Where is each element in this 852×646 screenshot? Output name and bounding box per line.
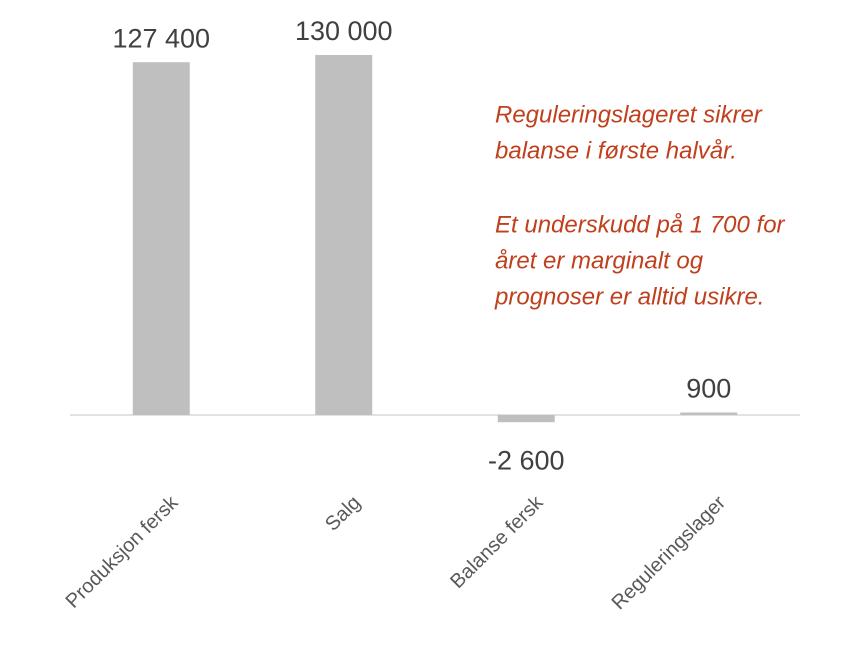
bar xyxy=(315,55,373,415)
value-label: 130 000 xyxy=(295,16,393,46)
x-tick-label: Reguleringslager xyxy=(608,491,731,614)
x-tick-label: Balanse fersk xyxy=(446,491,548,593)
annotation: prognoser er alltid usikre. xyxy=(494,283,764,310)
annotation: Reguleringslageret sikrer xyxy=(495,101,763,128)
bar xyxy=(497,415,555,423)
annotation: balanse i første halvår. xyxy=(495,137,737,164)
bar xyxy=(680,412,738,415)
bar xyxy=(132,62,190,415)
annotation: Et underskudd på 1 700 for xyxy=(495,211,786,238)
annotation: året er marginalt og xyxy=(495,247,704,274)
x-tick-label: Salg xyxy=(321,492,365,536)
x-tick-label: Produksjon fersk xyxy=(62,491,184,613)
value-label: 127 400 xyxy=(112,23,210,53)
value-label: -2 600 xyxy=(488,445,565,475)
value-label: 900 xyxy=(686,374,731,404)
